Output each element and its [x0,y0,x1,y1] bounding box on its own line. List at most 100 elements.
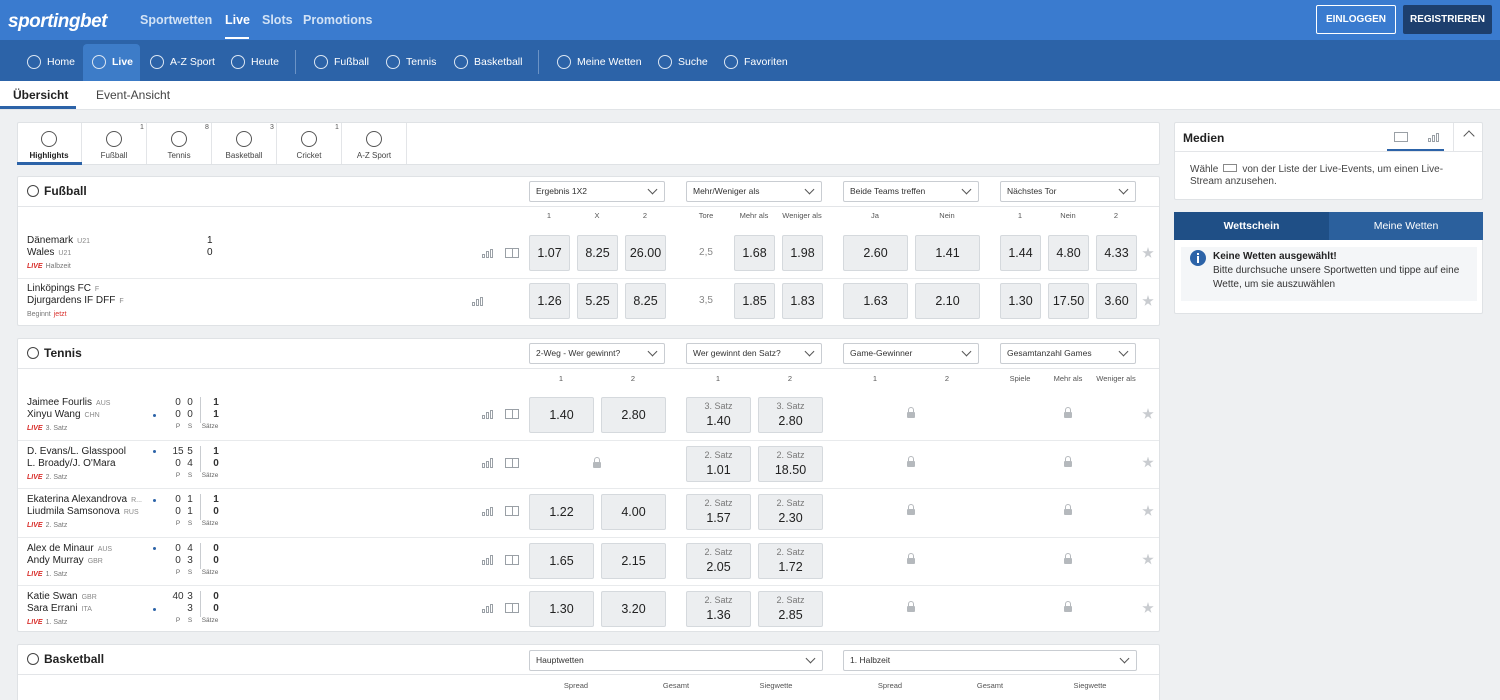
set-odds-button[interactable] [686,542,751,579]
stats-icon[interactable] [1428,137,1431,142]
sub-nav-link[interactable]: Meine Wetten [577,56,642,68]
set-odds-button[interactable] [758,494,823,530]
stats-icon[interactable] [482,608,485,613]
stats-icon[interactable] [1432,135,1435,142]
odds-button[interactable]: 1.07 [529,235,570,271]
stats-icon[interactable] [476,299,479,306]
odds-button[interactable]: 8.25 [625,283,666,319]
odds-button[interactable]: 2.60 [843,235,908,271]
stats-icon[interactable] [482,463,485,468]
stats-icon[interactable] [482,414,485,419]
filter-cell[interactable] [17,123,82,164]
stats-icon[interactable] [1436,132,1439,142]
odds-button[interactable]: 1.63 [843,283,908,319]
favorite-star[interactable] [1142,602,1154,613]
stats-icon[interactable] [482,560,485,565]
sub-nav-link[interactable]: Heute [251,56,280,68]
tab[interactable]: Event-Ansicht [96,88,171,102]
stats-icon[interactable] [490,248,493,258]
odds-button[interactable]: 4.00 [601,494,666,530]
set-odds-button[interactable] [758,542,823,579]
filter-cell[interactable] [212,123,277,164]
favorite-star[interactable] [1142,553,1154,565]
logo[interactable]: sportingbet [8,11,108,32]
sub-nav-link[interactable]: A-Z Sport [170,56,215,68]
filter-cell[interactable] [277,123,342,164]
stats-icon[interactable] [486,509,489,516]
stats-icon[interactable] [486,557,489,565]
odds-button[interactable]: 1.83 [782,283,823,319]
odds-button[interactable]: 1.30 [529,591,594,627]
login-button[interactable]: EINLOGGEN [1316,5,1396,34]
odds-button[interactable]: 4.80 [1048,235,1089,271]
market-dropdown[interactable]: Nächstes Tor [1000,181,1136,202]
odds-button[interactable]: 3.60 [1096,283,1137,319]
odds-button[interactable]: 8.25 [577,235,618,271]
sub-nav-link[interactable]: Tennis [406,56,437,68]
set-odds-button[interactable] [758,591,823,627]
set-odds-button[interactable] [686,591,751,627]
odds-button[interactable]: 1.26 [529,283,570,319]
nav-link[interactable]: Promotions [303,13,373,27]
market-dropdown[interactable]: Ergebnis 1X2 [529,181,665,202]
stats-icon[interactable] [490,603,493,613]
stats-icon[interactable] [486,460,489,468]
stats-icon[interactable] [486,251,489,258]
set-odds-button[interactable] [758,445,823,482]
odds-button[interactable]: 1.44 [1000,235,1041,271]
market-dropdown[interactable]: 1. Halbzeit [843,650,1137,671]
odds-button[interactable]: 1.65 [529,542,594,579]
odds-button[interactable]: 1.40 [529,397,594,433]
set-odds-button[interactable] [758,397,823,433]
set-odds-button[interactable] [686,494,751,530]
sub-nav-link[interactable]: Home [47,56,76,68]
sub-nav-link[interactable]: Favoriten [744,56,788,68]
market-dropdown[interactable]: Game-Gewinner [843,343,979,364]
odds-button[interactable]: 1.85 [734,283,775,319]
market-dropdown[interactable]: Wer gewinnt den Satz? [686,343,822,364]
stats-icon[interactable] [490,409,493,419]
favorite-star[interactable] [1142,505,1154,516]
favorite-star[interactable] [1142,408,1154,419]
stats-icon[interactable] [490,458,493,468]
odds-button[interactable]: 4.33 [1096,235,1137,271]
set-odds-button[interactable] [686,397,751,433]
odds-button[interactable]: 1.68 [734,235,775,271]
market-dropdown[interactable]: Beide Teams treffen [843,181,979,202]
odds-button[interactable]: 1.22 [529,494,594,530]
odds-button[interactable]: 2.15 [601,542,666,579]
sub-nav-link[interactable]: Live [112,56,134,68]
odds-button[interactable]: 2.10 [915,283,980,319]
market-dropdown[interactable]: Gesamtanzahl Games [1000,343,1136,364]
stats-icon[interactable] [482,253,485,258]
set-odds-button[interactable] [686,445,751,482]
market-dropdown[interactable]: 2-Weg - Wer gewinnt? [529,343,665,364]
stats-icon[interactable] [486,412,489,419]
stats-icon[interactable] [472,301,475,306]
betslip-tab[interactable]: Wettschein [1174,212,1329,240]
tab[interactable]: Übersicht [13,88,69,102]
filter-cell[interactable] [342,123,407,164]
market-dropdown[interactable]: Hauptwetten [529,650,823,671]
stats-icon[interactable] [480,296,483,306]
odds-button[interactable]: 1.41 [915,235,980,271]
filter-cell[interactable] [147,123,212,164]
nav-link[interactable]: Live [225,13,251,27]
odds-button[interactable]: 26.00 [625,235,666,271]
stats-icon[interactable] [490,555,493,565]
market-dropdown[interactable]: Mehr/Weniger als [686,181,822,202]
nav-link[interactable]: Sportwetten [140,13,213,27]
stats-icon[interactable] [482,511,485,516]
favorite-star[interactable] [1142,295,1154,306]
stats-icon[interactable] [490,506,493,516]
sub-nav-link[interactable]: Basketball [474,56,523,68]
media-tab-icon[interactable] [1394,132,1408,142]
odds-button[interactable]: 5.25 [577,283,618,319]
betslip-tab[interactable]: Meine Wetten [1329,212,1483,240]
favorite-star[interactable] [1142,456,1154,468]
nav-link[interactable]: Slots [262,13,293,27]
odds-button[interactable]: 17.50 [1048,283,1089,319]
sub-nav-link[interactable]: Suche [678,56,708,68]
odds-button[interactable]: 3.20 [601,591,666,627]
odds-button[interactable]: 2.80 [601,397,666,433]
